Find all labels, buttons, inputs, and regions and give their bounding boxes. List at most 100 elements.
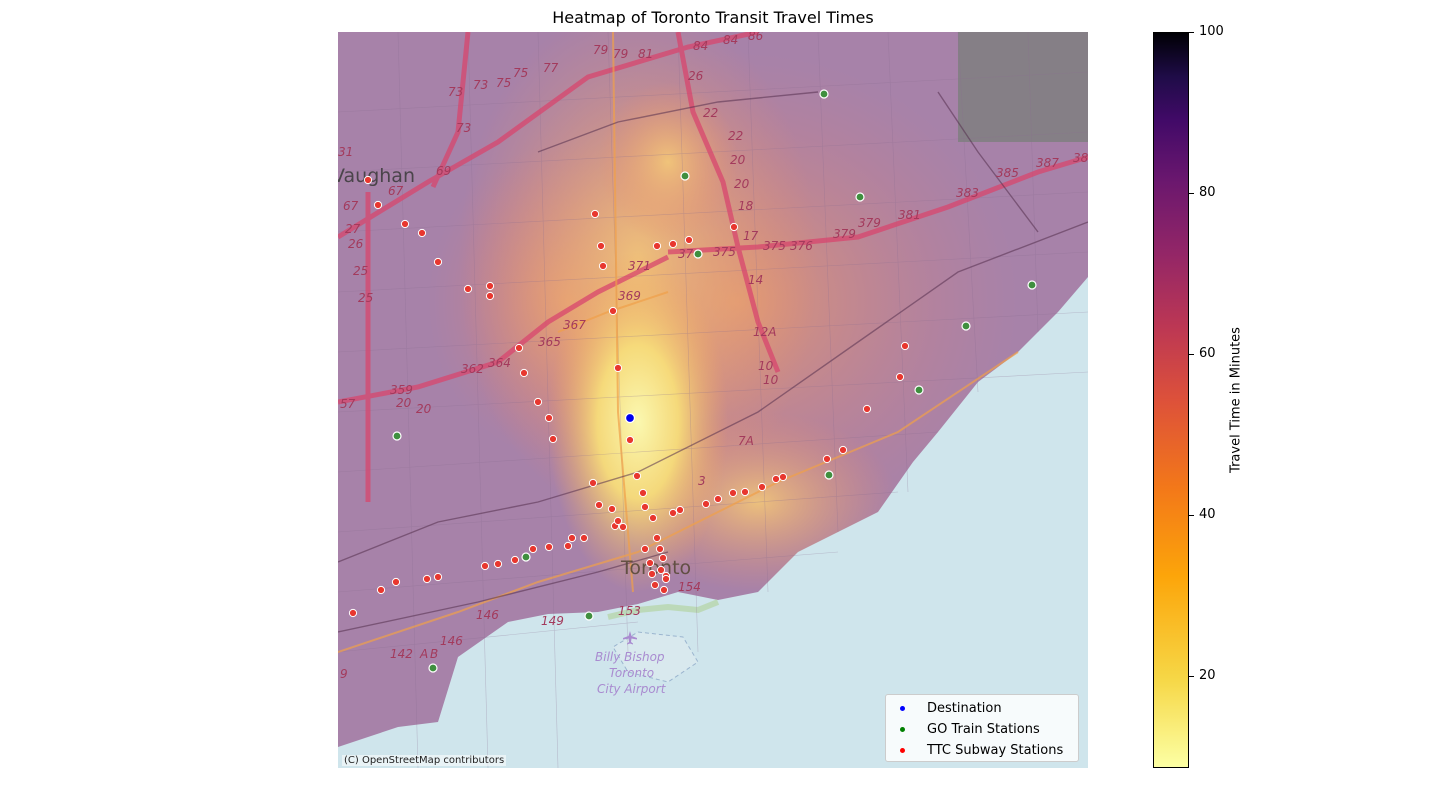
svg-text:18: 18 (738, 199, 754, 213)
svg-text:20: 20 (396, 396, 412, 410)
go-station-marker (521, 552, 531, 562)
svg-text:146: 146 (440, 634, 463, 648)
svg-text:10: 10 (763, 373, 779, 387)
ttc-station-marker (656, 565, 666, 575)
ttc-station-marker (638, 488, 648, 498)
legend-item-go-train: GO Train Stations (886, 719, 1078, 740)
svg-text:79: 79 (593, 43, 608, 57)
ttc-station-marker (376, 585, 386, 595)
svg-text:86: 86 (748, 32, 764, 43)
ttc-station-marker (613, 516, 623, 526)
svg-text:38: 38 (1073, 151, 1088, 165)
svg-text:142: 142 (390, 647, 413, 661)
ttc-station-marker (640, 502, 650, 512)
colorbar-tick-label-100: 100 (1199, 24, 1224, 39)
ttc-station-marker (900, 341, 910, 351)
svg-text:B: B (430, 647, 438, 661)
ttc-station-marker (594, 500, 604, 510)
ttc-station-marker (728, 488, 738, 498)
ttc-station-marker (433, 257, 443, 267)
svg-text:20: 20 (416, 402, 432, 416)
ttc-station-marker (895, 372, 905, 382)
svg-text:383: 383 (956, 186, 979, 200)
ttc-station-marker (713, 494, 723, 504)
svg-text:84: 84 (723, 33, 738, 47)
svg-text:20: 20 (730, 153, 746, 167)
ttc-station-marker (608, 306, 618, 316)
ttc-station-marker (645, 558, 655, 568)
destination-marker (624, 412, 636, 424)
svg-text:367: 367 (563, 318, 586, 332)
ttc-station-marker (463, 284, 473, 294)
ttc-station-marker (822, 454, 832, 464)
svg-text:7A: 7A (738, 434, 754, 448)
ttc-station-marker (740, 487, 750, 497)
go-station-marker (855, 192, 865, 202)
heat-layer-core (548, 252, 728, 592)
svg-text:387: 387 (1036, 156, 1059, 170)
svg-text:17: 17 (743, 229, 759, 243)
svg-text:146: 146 (476, 608, 499, 622)
legend-item-destination: Destination (886, 698, 1078, 719)
go-station-marker (428, 663, 438, 673)
go-station-marker (392, 431, 402, 441)
highways (338, 32, 1088, 502)
svg-text:77: 77 (543, 61, 559, 75)
svg-text:381: 381 (898, 208, 921, 222)
svg-text:25: 25 (358, 291, 373, 305)
legend-item-ttc-subway: TTC Subway Stations (886, 740, 1078, 761)
go-station-marker (819, 89, 829, 99)
ttc-station-marker (548, 434, 558, 444)
ttc-station-marker (510, 555, 520, 565)
svg-text:25: 25 (353, 264, 368, 278)
svg-text:12A: 12A (753, 325, 776, 339)
ttc-station-marker (544, 413, 554, 423)
ttc-station-marker (652, 533, 662, 543)
ttc-station-marker (373, 200, 383, 210)
svg-text:73: 73 (456, 121, 471, 135)
ttc-station-marker (514, 343, 524, 353)
svg-text:14: 14 (748, 273, 763, 287)
ttc-station-marker (652, 241, 662, 251)
svg-text:26: 26 (348, 237, 364, 251)
legend-label-go-train: GO Train Stations (927, 722, 1040, 737)
ttc-station-marker (588, 478, 598, 488)
ttc-station-marker (771, 474, 781, 484)
svg-text:376: 376 (790, 239, 813, 253)
ttc-station-marker (658, 553, 668, 563)
legend-marker-go-train (900, 727, 905, 732)
ttc-station-marker (485, 281, 495, 291)
ttc-station-marker (675, 505, 685, 515)
label-airport-3: City Airport (597, 682, 667, 696)
ttc-station-marker (567, 533, 577, 543)
svg-text:149: 149 (541, 614, 564, 628)
ttc-station-marker (391, 577, 401, 587)
ttc-station-marker (655, 544, 665, 554)
park-area (958, 32, 1088, 142)
ttc-station-marker (778, 472, 788, 482)
map-panel[interactable]: 79 79 81 84 84 86 26 22 22 20 20 18 17 375 375 376… (338, 32, 1088, 768)
chart-title: Heatmap of Toronto Transit Travel Times (552, 8, 874, 27)
svg-text:75: 75 (513, 66, 528, 80)
ttc-station-marker (661, 574, 671, 584)
go-station-marker (824, 470, 834, 480)
lake-ontario (338, 277, 1088, 768)
map-legend: Destination GO Train Stations TTC Subway… (885, 694, 1079, 762)
svg-text:364: 364 (488, 356, 511, 370)
svg-text:365: 365 (538, 335, 561, 349)
ttc-station-marker (519, 368, 529, 378)
label-vaughan: Vaughan (338, 165, 415, 187)
ttc-station-marker (618, 522, 628, 532)
svg-text:57: 57 (340, 397, 356, 411)
ttc-station-marker (533, 397, 543, 407)
svg-text:385: 385 (996, 166, 1019, 180)
legend-label-destination: Destination (927, 701, 1002, 716)
colorbar-tick-label-60: 60 (1199, 346, 1216, 361)
map-attribution: (C) OpenStreetMap contributors (342, 755, 507, 766)
ttc-station-marker (563, 541, 573, 551)
ttc-station-marker (648, 513, 658, 523)
ttc-station-marker (400, 219, 410, 229)
ttc-station-marker (684, 235, 694, 245)
colorbar-tick-label-20: 20 (1199, 668, 1216, 683)
